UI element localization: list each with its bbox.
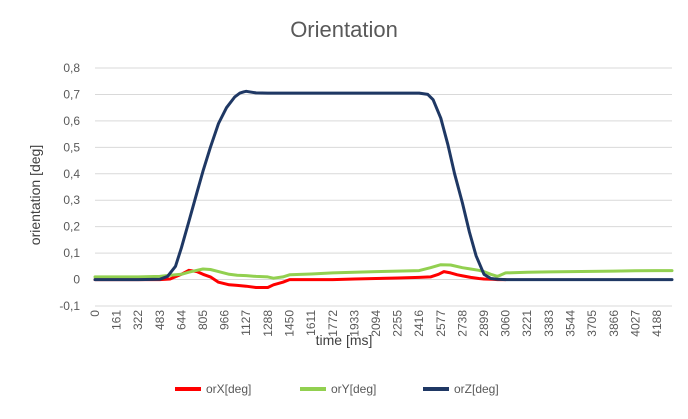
x-tick-label: 2577 [434,310,448,337]
legend-label: orZ[deg] [454,382,499,396]
series-line-2 [93,263,674,280]
x-tick-label: 1772 [326,310,340,337]
y-tick-label: 0,5 [63,140,80,154]
series-line-3 [93,89,674,282]
legend-label: orY[deg] [331,382,376,396]
x-tick-label: 1127 [239,310,253,336]
x-tick-label: 161 [110,310,124,330]
y-axis-title: orientation [deg] [27,145,43,245]
series-lines [93,89,674,289]
y-tick-label: 0,8 [63,61,80,75]
x-tick-label: 322 [131,310,145,330]
y-tick-label: -0,1 [59,299,80,313]
x-tick-label: 4027 [628,310,642,337]
x-tick-label: 3705 [585,310,599,337]
legend: orX[deg] orY[deg] orZ[deg] [175,382,499,396]
x-tick-label: 2416 [412,310,426,337]
x-tick-label: 2094 [369,310,383,337]
x-tick-label: 3866 [607,310,621,337]
y-tick-label: 0 [73,273,80,287]
x-tick-label: 0 [88,310,102,317]
y-tick-label: 0,6 [63,114,80,128]
x-tick-label: 3544 [564,310,578,337]
x-tick-label: 2738 [455,310,469,337]
x-tick-label: 3060 [499,310,513,337]
x-tick-label: 644 [174,310,188,330]
x-axis-title: time [ms] [316,332,373,348]
x-tick-label: 2255 [391,310,405,337]
y-tick-label: 0,3 [63,193,80,207]
legend-label: orX[deg] [206,382,251,396]
x-tick-label: 4188 [650,310,664,337]
x-tick-label: 805 [196,310,210,330]
x-tick-label: 3221 [520,310,534,337]
x-tick-label: 1450 [283,310,297,337]
x-tick-label: 3383 [542,310,556,337]
y-tick-label: 0,4 [63,167,80,181]
x-tick-label: 1933 [347,310,361,337]
x-tick-label: 1288 [261,310,275,337]
x-axis-tick-labels: 0 161 322 483 644 805 966 1127 1288 1450 1611 1772 1… [88,310,664,337]
chart-title: Orientation [290,17,398,42]
x-tick-label: 1611 [304,310,318,336]
y-tick-label: 0,7 [63,87,80,101]
y-tick-label: 0,1 [63,246,80,260]
x-tick-label: 483 [153,310,167,330]
y-tick-label: 0,2 [63,220,80,234]
x-tick-label: 966 [218,310,232,330]
x-tick-label: 2899 [477,310,491,337]
series-line-1 [93,268,508,289]
y-axis-tick-labels: -0,1 0 0,1 0,2 0,3 0,4 0,5 0,6 0,7 0,8 [59,61,80,313]
